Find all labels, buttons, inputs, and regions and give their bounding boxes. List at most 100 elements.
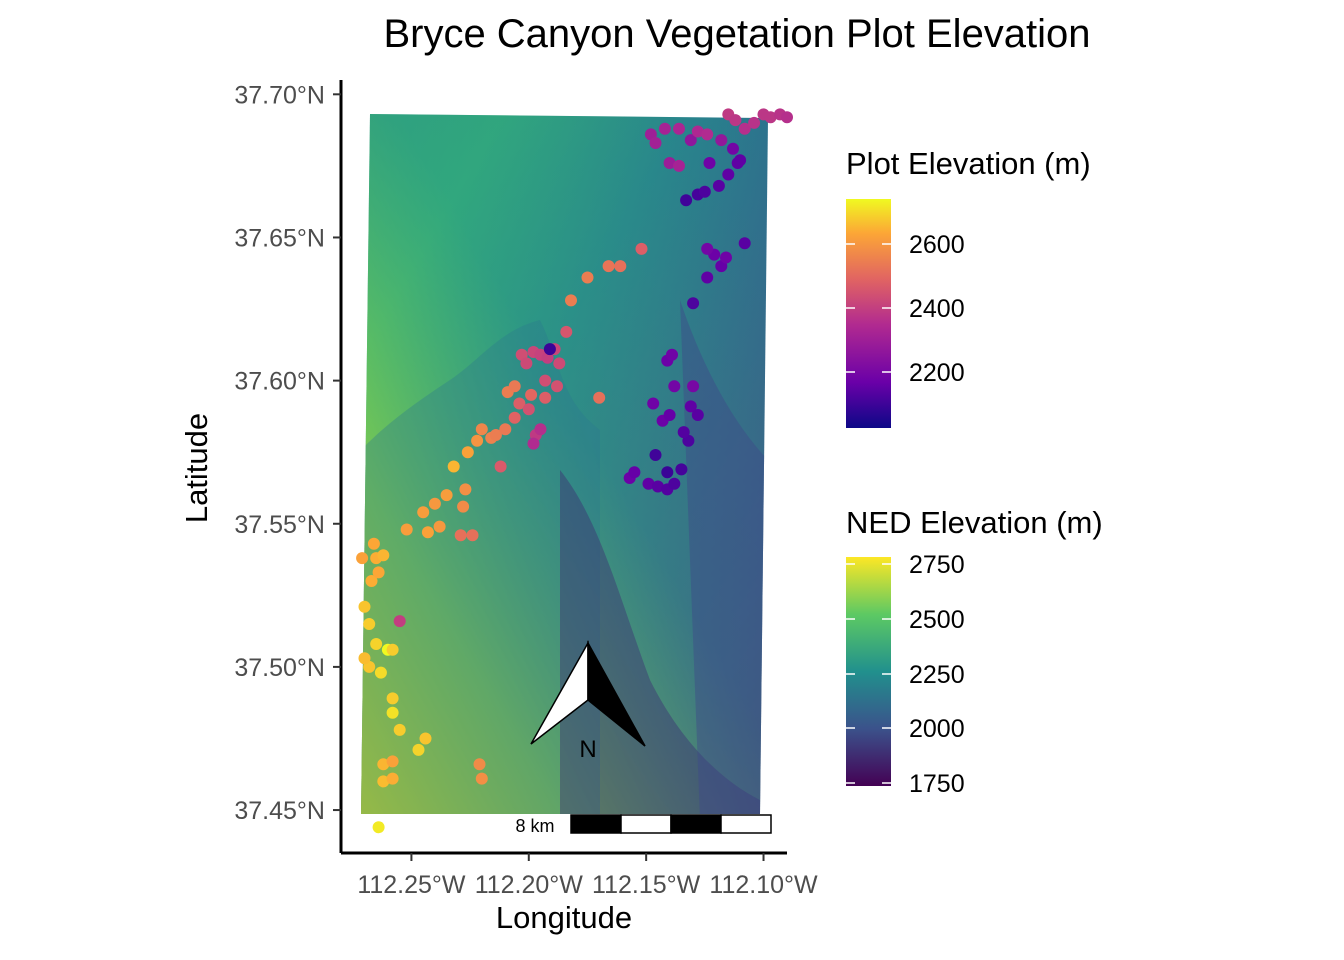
north-arrow: N [530,640,646,763]
y-tick-label: 37.45°N [234,797,325,825]
y-tick-label: 37.65°N [234,224,325,252]
plot-point [459,483,472,496]
plot-point [539,374,552,387]
plot-point [668,477,681,490]
plot-point [508,380,521,393]
plot-point [677,426,690,439]
plot-point [668,380,681,393]
legend-ned-tick-label: 2500 [909,606,965,634]
plot-point [440,489,453,502]
plot-point [680,194,693,207]
plot-point [781,111,793,124]
plot-point [457,500,470,513]
plot-point [729,114,742,127]
legend-ned-title: NED Elevation (m) [846,505,1103,540]
y-axis-label: Latitude [179,412,214,524]
plot-point [649,449,662,461]
plot-point [581,271,594,284]
y-tick-label: 37.50°N [234,654,325,682]
legend-ned-tick-label: 1750 [909,770,965,798]
plot-point [386,706,399,719]
plot-point [602,260,615,273]
x-tick-label: 112.20°W [475,871,584,899]
plot-point [358,600,371,613]
plot-point [367,537,380,550]
y-tick-label: 37.70°N [234,81,325,109]
chart-title: Bryce Canyon Vegetation Plot Elevation [383,12,1091,56]
plot-point [461,446,474,459]
plot-point [473,758,486,771]
plot-point [698,185,711,198]
x-axis-label: Longitude [495,900,633,935]
plot-point [666,348,678,361]
plot-point [400,523,413,536]
plot-point [513,397,526,410]
legend-ned-tick-label: 2250 [909,661,965,689]
y-tick-label: 37.60°N [234,368,325,396]
plasma-colorbar [846,199,891,428]
plot-point [421,526,434,539]
plot-point [433,520,446,533]
plot-point [471,434,484,447]
plot-point [691,125,704,138]
plot-point [551,380,563,393]
plot-point [363,618,376,630]
plot-point [428,497,441,510]
plot-point [525,388,538,401]
plot-point [701,242,714,255]
plot-point [543,343,556,356]
plot-point [687,380,700,393]
plot-point [712,179,725,192]
x-tick-label: 112.25°W [357,871,466,899]
axes: 112.25°W 112.20°W 112.15°W 112.10°W 37.70°N… [234,80,818,899]
plot-point [539,391,552,404]
plot-point [661,466,674,479]
plot-point [663,157,676,169]
plot-point [447,460,460,473]
plot-point [412,743,425,756]
plot-point [642,477,655,490]
legend-ned-tick-label: 2000 [909,715,965,743]
legend-plot-title: Plot Elevation (m) [846,146,1091,181]
plot-points [356,108,793,834]
plot-point [393,723,406,736]
plot-point [499,423,512,436]
plot-point [358,652,371,665]
plot-point [356,552,369,565]
plot-point [494,460,507,473]
plot-point [522,403,535,416]
plot-point [734,154,747,167]
plot-point [658,122,671,135]
plot-point [475,423,488,436]
plot-point [520,357,533,370]
plot-point [534,423,547,436]
plot-point [475,772,488,785]
plot-point [370,638,383,650]
x-tick-label: 112.15°W [592,871,701,899]
plot-point [419,732,432,745]
plot-point [417,506,430,519]
plot-point [560,325,573,338]
plot-point [386,772,399,785]
ned-raster [361,114,768,814]
plot-point [553,357,566,370]
plot-point [701,128,714,141]
legend-plot-elevation: 2600 2400 2200 [846,199,965,428]
plot-point [372,821,385,834]
plot-point [365,575,378,587]
plot-point [703,157,716,169]
plot-point [651,480,664,493]
plot-point [649,137,662,149]
plot-point [722,168,735,181]
plot-point [386,692,399,705]
plot-point [454,529,467,542]
plot-point [673,159,685,172]
plot-point [593,391,606,404]
scale-bar-label: 8 km [515,816,554,836]
legend-plot-tick-label: 2400 [909,295,965,323]
plot-point [393,615,406,628]
viridis-colorbar [846,557,891,786]
plot-point [738,237,751,250]
